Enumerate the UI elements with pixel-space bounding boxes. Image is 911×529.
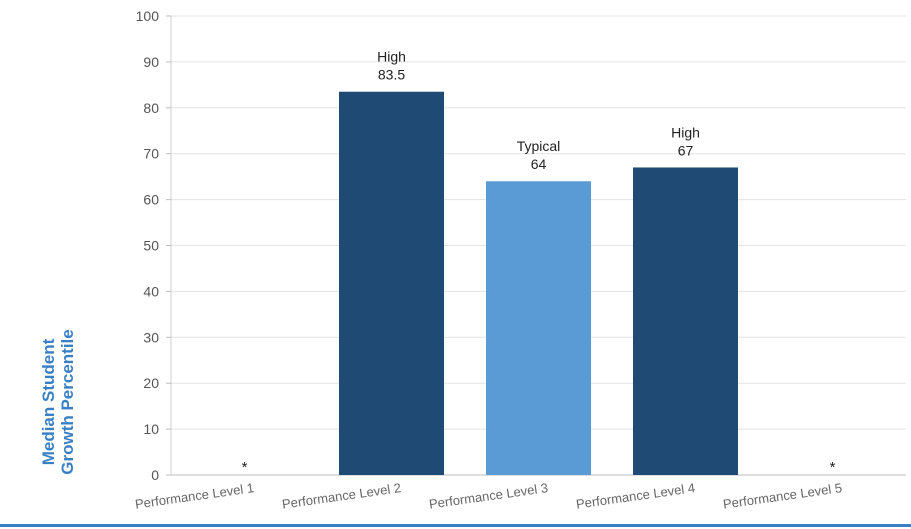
y-axis-title-line-1: Median Student [39,338,58,466]
x-tick-label: Performance Level 2 [281,480,402,512]
y-tick-label: 0 [151,467,159,483]
bar-value-label: 67 [678,142,694,158]
bar-category-label: High [671,124,700,140]
data-labels: * High 83.5 Typical 64 High 67 * [242,49,836,476]
bar-value-label: 64 [531,156,547,172]
no-data-marker: * [242,459,248,476]
bar [486,181,591,476]
bars [339,91,738,476]
bar-value-label: 83.5 [378,67,405,83]
x-axis-ticks: Performance Level 1 Performance Level 2 Pe… [134,480,843,512]
y-axis-title-line-2: Growth Percentile [58,329,77,475]
x-tick-label: Performance Level 5 [722,480,843,512]
y-tick-label: 80 [143,100,159,116]
bar-category-label: Typical [517,138,561,154]
no-data-marker: * [830,459,836,476]
x-tick-label: Performance Level 3 [428,480,549,512]
y-axis-ticks: 0 10 20 30 40 50 60 70 80 90 100 [136,8,171,483]
bar-category-label: High [377,49,406,65]
bar [633,167,738,475]
x-tick-label: Performance Level 4 [575,480,696,512]
y-tick-label: 100 [136,8,160,24]
y-tick-label: 40 [143,283,159,299]
y-tick-label: 70 [143,146,159,162]
x-tick-label: Performance Level 1 [134,480,255,512]
y-tick-label: 10 [143,421,159,437]
y-axis-title-region: Median Student Growth Percentile [0,0,90,529]
y-tick-label: 90 [143,54,159,70]
y-tick-label: 60 [143,192,159,208]
y-tick-label: 20 [143,375,159,391]
bottom-divider [0,524,911,527]
y-tick-label: 50 [143,238,159,254]
y-tick-label: 30 [143,329,159,345]
y-axis-title: Median Student Growth Percentile [39,329,77,474]
bar [339,91,444,476]
